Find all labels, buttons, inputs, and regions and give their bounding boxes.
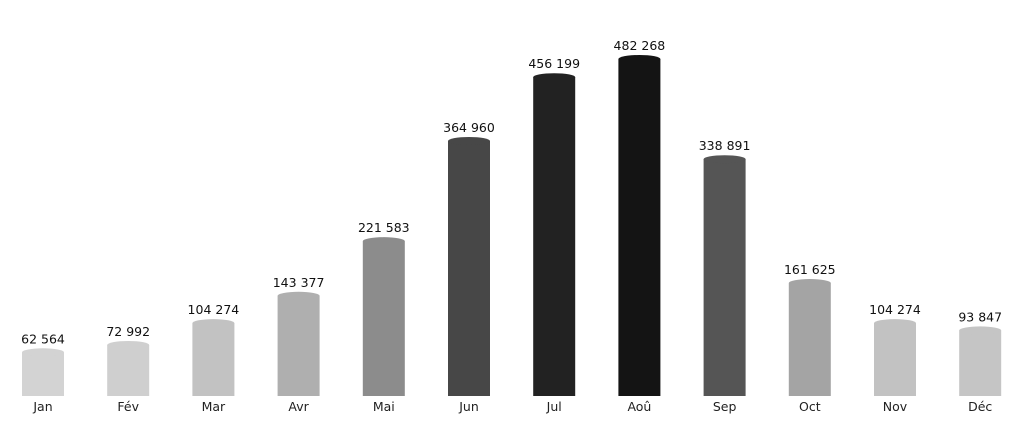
bar-group-1: 62 564 Jan — [21, 331, 65, 414]
bar-cap — [874, 319, 916, 328]
data-label: 221 583 — [358, 220, 410, 235]
data-label: 62 564 — [21, 331, 65, 346]
bar — [192, 323, 235, 396]
data-label: 72 992 — [106, 324, 150, 339]
bar-cap — [703, 155, 746, 164]
x-tick-label: Mai — [373, 399, 395, 414]
data-label: 104 274 — [869, 302, 921, 317]
bar-group-3: 104 274 Mar — [188, 302, 240, 414]
x-tick-label: Oct — [799, 399, 821, 414]
data-label: 161 625 — [784, 262, 836, 277]
data-label: 456 199 — [528, 56, 580, 71]
bar-cap — [362, 237, 405, 246]
data-label: 143 377 — [273, 275, 325, 290]
x-tick-label: Déc — [968, 399, 992, 414]
data-label: 482 268 — [614, 38, 666, 53]
x-tick-label: Avr — [288, 399, 309, 414]
x-tick-label: Nov — [883, 399, 908, 414]
bar-cap — [277, 291, 320, 300]
x-tick-label: Aoû — [627, 399, 651, 414]
data-label: 104 274 — [188, 302, 240, 317]
bar-group-8: 482 268 Aoû — [614, 38, 666, 414]
bar-group-12: 93 847 Déc — [958, 309, 1002, 414]
bar — [788, 283, 831, 396]
data-label: 364 960 — [443, 120, 495, 135]
x-tick-label: Jun — [458, 399, 479, 414]
bar — [618, 59, 661, 396]
bar — [533, 77, 576, 396]
bar — [277, 295, 320, 396]
bar — [362, 241, 405, 396]
bar-group-9: 338 891 Sep — [699, 138, 751, 414]
bar-cap — [107, 340, 150, 349]
x-tick-label: Sep — [713, 399, 737, 414]
x-tick-label: Jan — [32, 399, 52, 414]
bar-cap — [959, 326, 1002, 335]
bar-group-11: 104 274 Nov — [869, 302, 921, 414]
bar-cap — [22, 348, 64, 357]
bar-cap — [788, 279, 831, 288]
bar — [874, 323, 916, 396]
bar — [107, 344, 150, 396]
bar-group-7: 456 199 Jul — [528, 56, 580, 414]
bar-group-5: 221 583 Mai — [358, 220, 410, 414]
bar-group-10: 161 625 Oct — [784, 262, 836, 414]
bar-cap — [533, 73, 576, 82]
bar-group-2: 72 992 Fév — [106, 324, 150, 414]
x-tick-label: Mar — [202, 399, 226, 414]
bar-cap — [618, 55, 661, 63]
x-tick-label: Fév — [117, 399, 139, 414]
bar — [703, 159, 746, 396]
data-label: 93 847 — [958, 309, 1002, 324]
bar — [448, 140, 490, 396]
bar-cap — [192, 319, 235, 328]
bar — [22, 352, 64, 396]
bar-group-4: 143 377 Avr — [273, 275, 325, 414]
bar-cap — [448, 136, 490, 145]
bar-group-6: 364 960 Jun — [443, 120, 495, 414]
x-tick-label: Jul — [546, 399, 562, 414]
bar — [959, 330, 1002, 396]
data-label: 338 891 — [699, 138, 751, 153]
